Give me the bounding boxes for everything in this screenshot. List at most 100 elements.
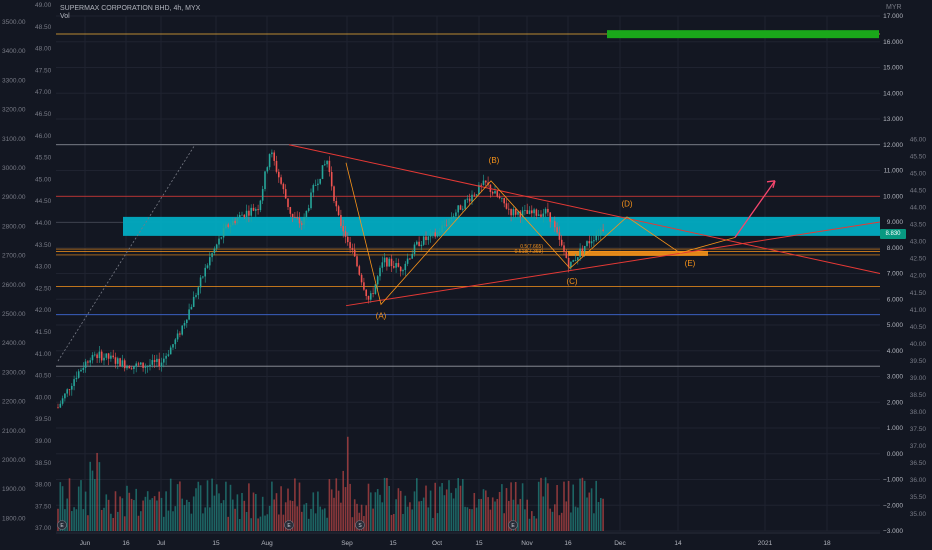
volume-bar: [344, 487, 347, 531]
candle-body: [326, 160, 328, 165]
currency-label: MYR: [886, 4, 902, 11]
volume-bar: [181, 498, 183, 531]
right-inner-tick: 45.00: [910, 171, 927, 178]
volume-bar: [505, 488, 508, 531]
x-tick: 14: [674, 540, 682, 547]
candle-body: [480, 184, 482, 186]
volume-bar: [278, 514, 280, 531]
volume-bar: [413, 491, 416, 531]
volume-bar: [565, 501, 568, 531]
price-tick: 15.000: [883, 65, 903, 72]
candle-body: [427, 236, 430, 241]
candle-body: [135, 363, 137, 367]
volume-bar: [351, 517, 354, 531]
volume-bar: [558, 515, 561, 531]
candle-body: [172, 344, 174, 348]
candle-body: [142, 362, 144, 368]
price-tick: 8.000: [887, 245, 904, 252]
candle-body: [57, 407, 59, 409]
candle-body: [252, 207, 255, 211]
left-inner-tick: 42.00: [35, 307, 52, 314]
x-tick: 18: [823, 540, 831, 547]
candle-body: [126, 366, 128, 369]
volume-bar: [337, 490, 340, 531]
candle-body: [409, 258, 411, 260]
volume-bar: [406, 506, 409, 531]
left-inner-tick: 48.50: [35, 24, 52, 31]
fib-label: 0.618(7.369): [515, 249, 544, 255]
volume-bar: [186, 499, 188, 531]
volume-bar: [250, 518, 252, 531]
x-tick: Dec: [614, 540, 626, 547]
candle-body: [294, 216, 296, 218]
candle-body: [517, 211, 519, 215]
right-inner-tick: 39.50: [910, 358, 927, 365]
candle-body: [535, 209, 538, 216]
left-inner-tick: 46.00: [35, 133, 52, 140]
volume-bar: [199, 485, 202, 531]
volume-bar: [275, 493, 278, 531]
price-tick: 3.000: [887, 374, 904, 381]
left-outer-tick: 3000.00: [2, 165, 26, 172]
left-outer-tick: 1800.00: [2, 515, 26, 522]
volume-bar: [296, 506, 298, 531]
volume-bar: [324, 508, 326, 531]
left-outer-tick: 2400.00: [2, 340, 26, 347]
candle-body: [303, 217, 305, 225]
candle-body: [434, 232, 436, 237]
volume-bar: [126, 485, 128, 531]
volume-bar: [450, 492, 453, 531]
volume-bar: [434, 482, 436, 531]
candle-body: [87, 361, 89, 363]
volume-bar: [524, 509, 526, 531]
candle-body: [153, 360, 156, 362]
candle-body: [298, 218, 301, 224]
candle-body: [250, 207, 252, 216]
volume-bar: [227, 516, 229, 531]
price-tick: −2.000: [883, 502, 903, 509]
candle-body: [590, 241, 593, 244]
volume-bar: [379, 494, 381, 531]
candle-body: [445, 224, 448, 226]
volume-bar: [328, 479, 331, 531]
left-inner-tick: 37.50: [35, 503, 52, 510]
volume-bar: [114, 491, 117, 531]
left-outer-tick: 3300.00: [2, 77, 26, 84]
volume-bar: [66, 498, 68, 531]
volume-bar: [284, 502, 287, 531]
volume-bar: [443, 495, 446, 531]
volume-bar: [204, 507, 206, 531]
volume-bar: [572, 484, 574, 531]
candle-body: [307, 208, 310, 211]
candle-body: [197, 287, 200, 296]
volume-bar: [112, 517, 114, 531]
candle-body: [436, 232, 439, 237]
candle-body: [404, 263, 407, 271]
candle-body: [261, 189, 264, 201]
candle-body: [123, 360, 126, 369]
candle-body: [73, 379, 75, 386]
candle-body: [386, 257, 388, 267]
volume-bar: [151, 498, 154, 531]
volume-bar: [123, 516, 126, 531]
volume-bar: [294, 478, 296, 531]
right-inner-tick: 37.50: [910, 426, 927, 433]
candle-body: [413, 244, 416, 254]
volume-bar: [491, 497, 494, 531]
left-inner-tick: 38.50: [35, 460, 52, 467]
candle-body: [119, 358, 121, 367]
price-tick: 14.000: [883, 90, 903, 97]
candle-body: [335, 200, 338, 207]
price-tick: 7.000: [887, 271, 904, 278]
candle-body: [59, 403, 62, 408]
price-tick: 16.000: [883, 39, 903, 46]
indicator-marker: [57, 520, 67, 530]
left-inner-tick: 47.50: [35, 67, 52, 74]
chart-header: SUPERMAX CORPORATION BHD, 4h, MYX Vol: [60, 5, 200, 21]
candle-body: [367, 295, 370, 300]
volume-bar: [156, 500, 158, 531]
right-inner-tick: 40.00: [910, 341, 927, 348]
candle-body: [524, 210, 526, 211]
grid: [56, 15, 880, 532]
